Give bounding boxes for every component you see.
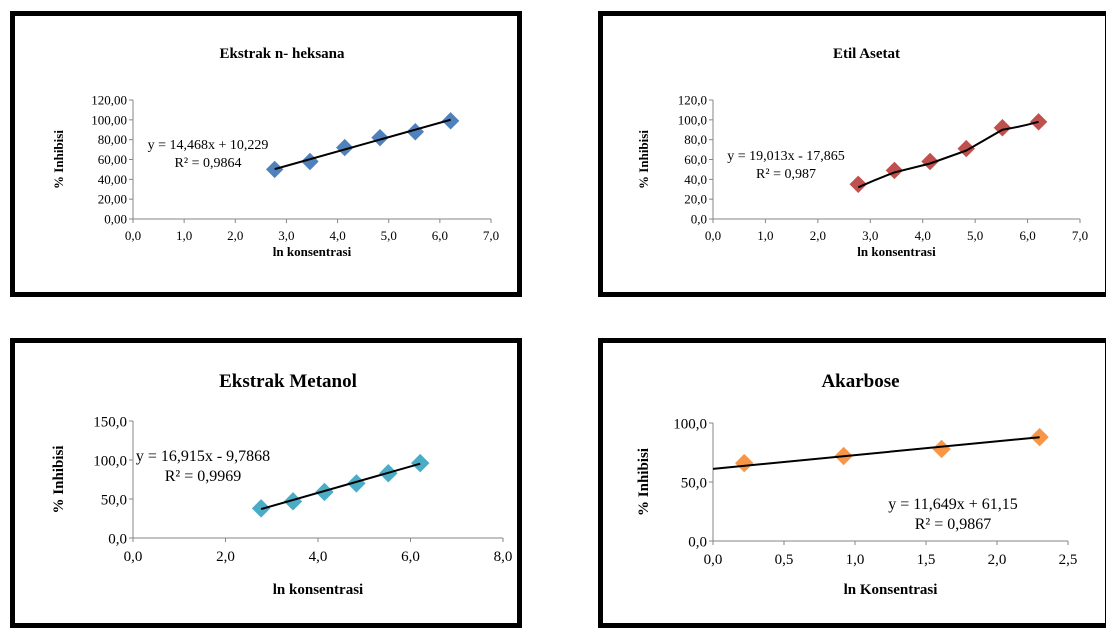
y-axis-label: % Inhibisi — [636, 130, 651, 189]
chart-title: Ekstrak n- heksana — [219, 46, 345, 62]
trendline-equation: y = 14,468x + 10,229 — [148, 138, 269, 153]
x-tick-label: 4,0 — [329, 228, 345, 243]
x-tick-label: 6,0 — [432, 228, 448, 243]
y-tick-label: 50,0 — [101, 492, 127, 508]
chart-metanol: Ekstrak Metanol 0,0 50,0 100,0 150,0 0,0 2,0 4,… — [51, 371, 513, 598]
y-tick-label: 80,00 — [98, 132, 127, 147]
trendline — [274, 118, 451, 171]
y-tick-label: 60,00 — [98, 152, 127, 167]
data-point — [1030, 427, 1049, 447]
y-tick-label: 0,0 — [688, 534, 707, 550]
x-tick-label: 4,0 — [915, 228, 931, 243]
data-point — [411, 453, 430, 473]
y-tick-label: 40,0 — [684, 172, 707, 187]
x-tick-label: 1,0 — [176, 228, 192, 243]
y-tick-label: 50,0 — [681, 475, 707, 491]
y-tick-label: 120,00 — [91, 93, 127, 108]
y-tick-label: 120,0 — [678, 93, 707, 108]
y-tick-label: 100,0 — [678, 112, 707, 127]
trendline-r2: R² = 0,9864 — [175, 156, 242, 171]
y-tick-label: 40,00 — [98, 172, 127, 187]
x-tick-label: 2,0 — [216, 549, 235, 565]
y-tick-label: 0,00 — [104, 212, 127, 227]
data-point — [849, 175, 867, 193]
x-tick-label: 3,0 — [862, 228, 878, 243]
x-tick-label: 5,0 — [381, 228, 397, 243]
chart-title: Ekstrak Metanol — [219, 371, 357, 392]
x-tick-label: 0,5 — [775, 552, 794, 568]
data-point — [441, 112, 460, 130]
data-point — [265, 160, 284, 179]
y-axis-label: % Inhibisi — [636, 448, 652, 516]
x-tick-label: 6,0 — [401, 549, 420, 565]
chart-n-heksana: Ekstrak n- heksana 0,00 20,00 40,00 60,00 80,… — [51, 46, 499, 259]
y-axis-label: % Inhibisi — [51, 130, 66, 189]
x-axis-label: ln konsentrasi — [857, 244, 936, 259]
chart-title: Etil Asetat — [833, 46, 900, 62]
x-axis-label: ln konsentrasi — [273, 582, 363, 598]
y-tick-label: 0,0 — [108, 531, 127, 547]
trendline — [857, 120, 1039, 189]
x-tick-label: 1,5 — [917, 552, 936, 568]
x-tick-label: 2,5 — [1059, 552, 1078, 568]
chart-panel-akarbose: Akarbose 0,0 50,0 100,0 0,0 0,5 1,0 1,5 2,0 2,5 ln… — [598, 338, 1106, 628]
chart-title: Akarbose — [821, 371, 899, 392]
x-tick-label: 1,0 — [757, 228, 773, 243]
y-tick-label: 0,0 — [691, 212, 707, 227]
x-tick-label: 4,0 — [309, 549, 328, 565]
x-tick-label: 3,0 — [278, 228, 294, 243]
trendline — [712, 436, 1040, 470]
x-tick-label: 0,0 — [124, 549, 143, 565]
trendline-r2: R² = 0,9969 — [165, 468, 242, 485]
trendline-r2: R² = 0,987 — [756, 167, 816, 182]
y-tick-label: 60,0 — [684, 152, 707, 167]
data-point — [735, 453, 754, 473]
trendline — [260, 462, 421, 511]
y-tick-label: 100,0 — [673, 416, 707, 432]
chart-panel-etil-asetat: Etil Asetat 0,0 20,0 40,0 60,0 80,0 100,0 120,0… — [598, 11, 1106, 297]
chart-akarbose: Akarbose 0,0 50,0 100,0 0,0 0,5 1,0 1,5 2,0 2,5 ln… — [636, 371, 1078, 598]
x-tick-label: 5,0 — [967, 228, 983, 243]
y-tick-label: 150,0 — [93, 414, 127, 430]
x-tick-label: 2,0 — [810, 228, 826, 243]
x-tick-label: 8,0 — [494, 549, 513, 565]
chart-panel-n-heksana: Ekstrak n- heksana 0,00 20,00 40,00 60,00 80,… — [10, 11, 522, 297]
y-tick-label: 100,00 — [91, 112, 127, 127]
x-tick-label: 6,0 — [1019, 228, 1035, 243]
chart-etil-asetat: Etil Asetat 0,0 20,0 40,0 60,0 80,0 100,0 120,0… — [636, 46, 1088, 259]
y-tick-label: 80,0 — [684, 132, 707, 147]
trendline-equation: y = 11,649x + 61,15 — [888, 496, 1017, 513]
y-tick-label: 20,00 — [98, 192, 127, 207]
x-tick-label: 0,0 — [125, 228, 141, 243]
trendline-equation: y = 19,013x - 17,865 — [727, 149, 845, 164]
data-point — [932, 439, 951, 459]
x-tick-label: 7,0 — [1072, 228, 1088, 243]
y-tick-label: 20,0 — [684, 192, 707, 207]
trendline-equation: y = 16,915x - 9,7868 — [136, 448, 270, 465]
data-point — [957, 139, 975, 158]
x-tick-label: 7,0 — [483, 228, 499, 243]
y-tick-label: 100,0 — [93, 453, 127, 469]
x-axis-label: ln konsentrasi — [273, 244, 352, 259]
x-tick-label: 2,0 — [988, 552, 1007, 568]
trendline-r2: R² = 0,9867 — [915, 516, 992, 533]
x-tick-label: 0,0 — [705, 228, 721, 243]
x-axis-label: ln Konsentrasi — [844, 582, 938, 598]
x-tick-label: 2,0 — [227, 228, 243, 243]
x-tick-label: 0,0 — [704, 552, 723, 568]
chart-panel-metanol: Ekstrak Metanol 0,0 50,0 100,0 150,0 0,0 2,0 4,… — [10, 338, 522, 628]
y-axis-label: % Inhibisi — [51, 446, 67, 514]
x-tick-label: 1,0 — [846, 552, 865, 568]
